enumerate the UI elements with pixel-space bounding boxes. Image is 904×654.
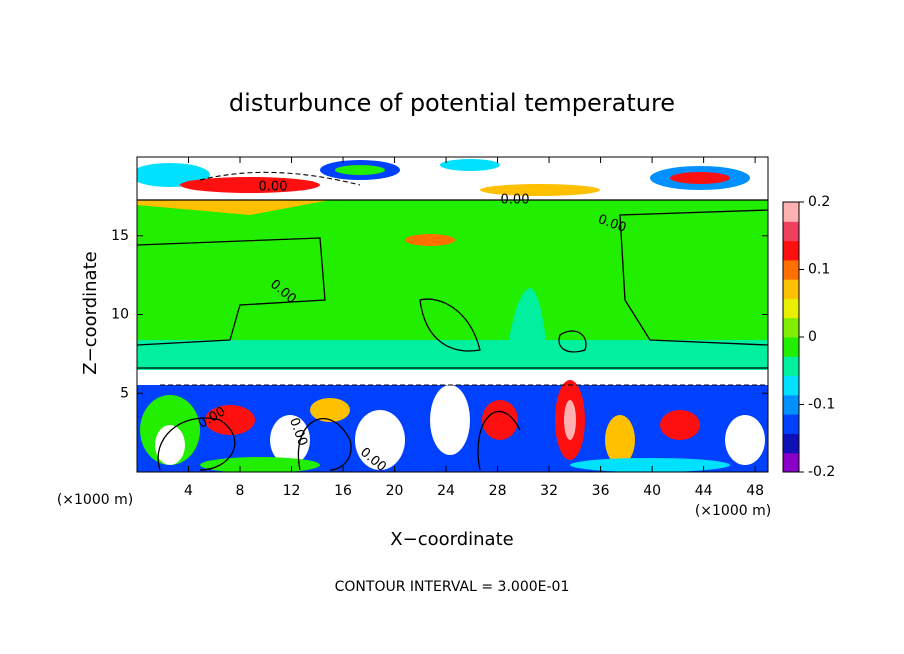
colorbar-segment: [783, 279, 799, 299]
x-tick-label: 48: [746, 483, 764, 499]
x-tick-label: 44: [695, 483, 713, 499]
colorbar: [783, 202, 799, 473]
x-tick-label: 24: [437, 483, 455, 499]
colorbar-tick-label: 0.1: [808, 262, 830, 278]
y-tick-label: 15: [111, 228, 129, 244]
x-tick-label: 4: [184, 483, 193, 499]
contour-field: [137, 157, 768, 472]
x-tick-label: 28: [489, 483, 507, 499]
footer: CONTOUR INTERVAL = 3.000E-01: [335, 579, 570, 595]
colorbar-segment: [783, 337, 799, 357]
x-tick-label: 8: [236, 483, 245, 499]
colorbar-segment: [783, 433, 799, 454]
colorbar-tick-label: 0.2: [808, 194, 830, 210]
x-tick-label: 40: [643, 483, 661, 499]
y-tick-label: 10: [111, 307, 129, 323]
colorbar-segment: [783, 375, 799, 396]
x-tick-label: 20: [386, 483, 404, 499]
colorbar-segment: [783, 259, 799, 280]
chart-title: disturbunce of potential temperature: [229, 89, 675, 117]
x-tick-label: 36: [592, 483, 610, 499]
colorbar-segment: [783, 317, 799, 338]
colorbar-tick-label: -0.2: [808, 464, 835, 480]
colorbar-segment: [783, 394, 799, 415]
colorbar-segment: [783, 414, 799, 434]
x-unit-right: (×1000 m): [695, 503, 771, 519]
x-tick-label: 32: [540, 483, 558, 499]
x-unit: (×1000 m): [57, 492, 133, 508]
colorbar-tick-label: -0.1: [808, 397, 835, 413]
colorbar-segment: [783, 298, 799, 319]
colorbar-segment: [783, 221, 799, 242]
contour-label: 0.00: [259, 180, 288, 195]
colorbar-segment: [783, 202, 799, 222]
colorbar-segment: [783, 452, 799, 473]
colorbar-segment: [783, 240, 799, 261]
x-tick-label: 12: [283, 483, 301, 499]
x-axis-label: X−coordinate: [390, 529, 513, 550]
y-tick-label: 5: [120, 385, 129, 401]
contour-label: 0.00: [501, 193, 530, 208]
colorbar-tick-label: 0: [808, 329, 817, 345]
colorbar-segment: [783, 356, 799, 377]
x-tick-label: 16: [334, 483, 352, 499]
y-axis-label: Z−coordinate: [80, 251, 101, 374]
